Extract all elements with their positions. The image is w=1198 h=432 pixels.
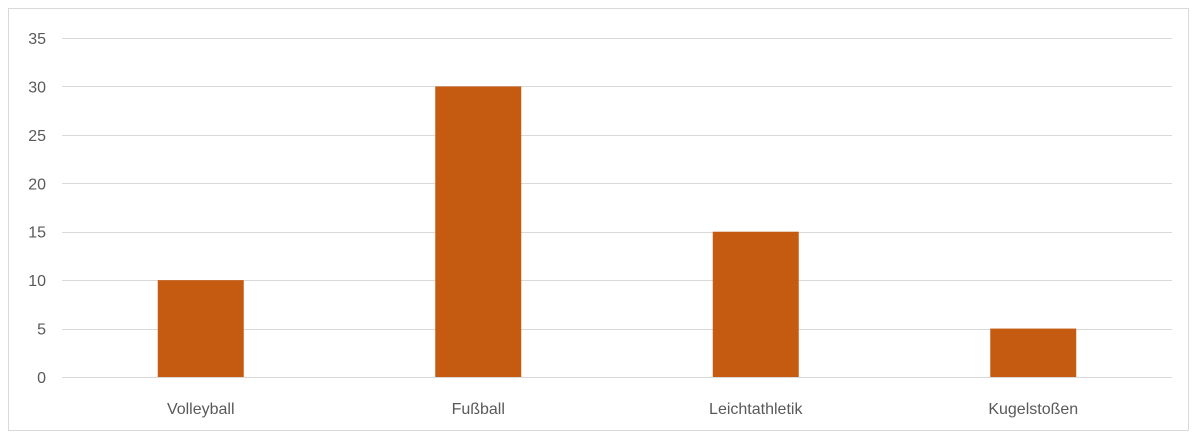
x-axis-tick-labels: Volleyball Fußball Leichtathletik Kugelstoß… bbox=[167, 401, 1078, 418]
y-tick-label: 35 bbox=[28, 31, 46, 48]
y-axis-tick-labels: 0 5 10 15 20 25 30 35 bbox=[28, 31, 46, 387]
y-tick-label: 20 bbox=[28, 176, 46, 193]
x-tick-label: Leichtathletik bbox=[709, 401, 803, 418]
bar-kugelstoßen bbox=[990, 328, 1077, 377]
y-tick-label: 30 bbox=[28, 79, 46, 96]
y-tick-label: 5 bbox=[37, 322, 46, 339]
x-tick-label: Volleyball bbox=[167, 401, 235, 418]
y-tick-label: 0 bbox=[37, 370, 46, 387]
y-tick-label: 10 bbox=[28, 273, 46, 290]
y-tick-label: 25 bbox=[28, 128, 46, 145]
bars bbox=[157, 86, 1077, 377]
bar-fußball bbox=[435, 86, 522, 377]
x-tick-label: Fußball bbox=[452, 401, 505, 418]
bar-volleyball bbox=[157, 280, 244, 377]
gridlines bbox=[62, 38, 1172, 378]
x-tick-label: Kugelstoßen bbox=[988, 401, 1078, 418]
bar-leichtathletik bbox=[712, 231, 799, 377]
y-tick-label: 15 bbox=[28, 225, 46, 242]
